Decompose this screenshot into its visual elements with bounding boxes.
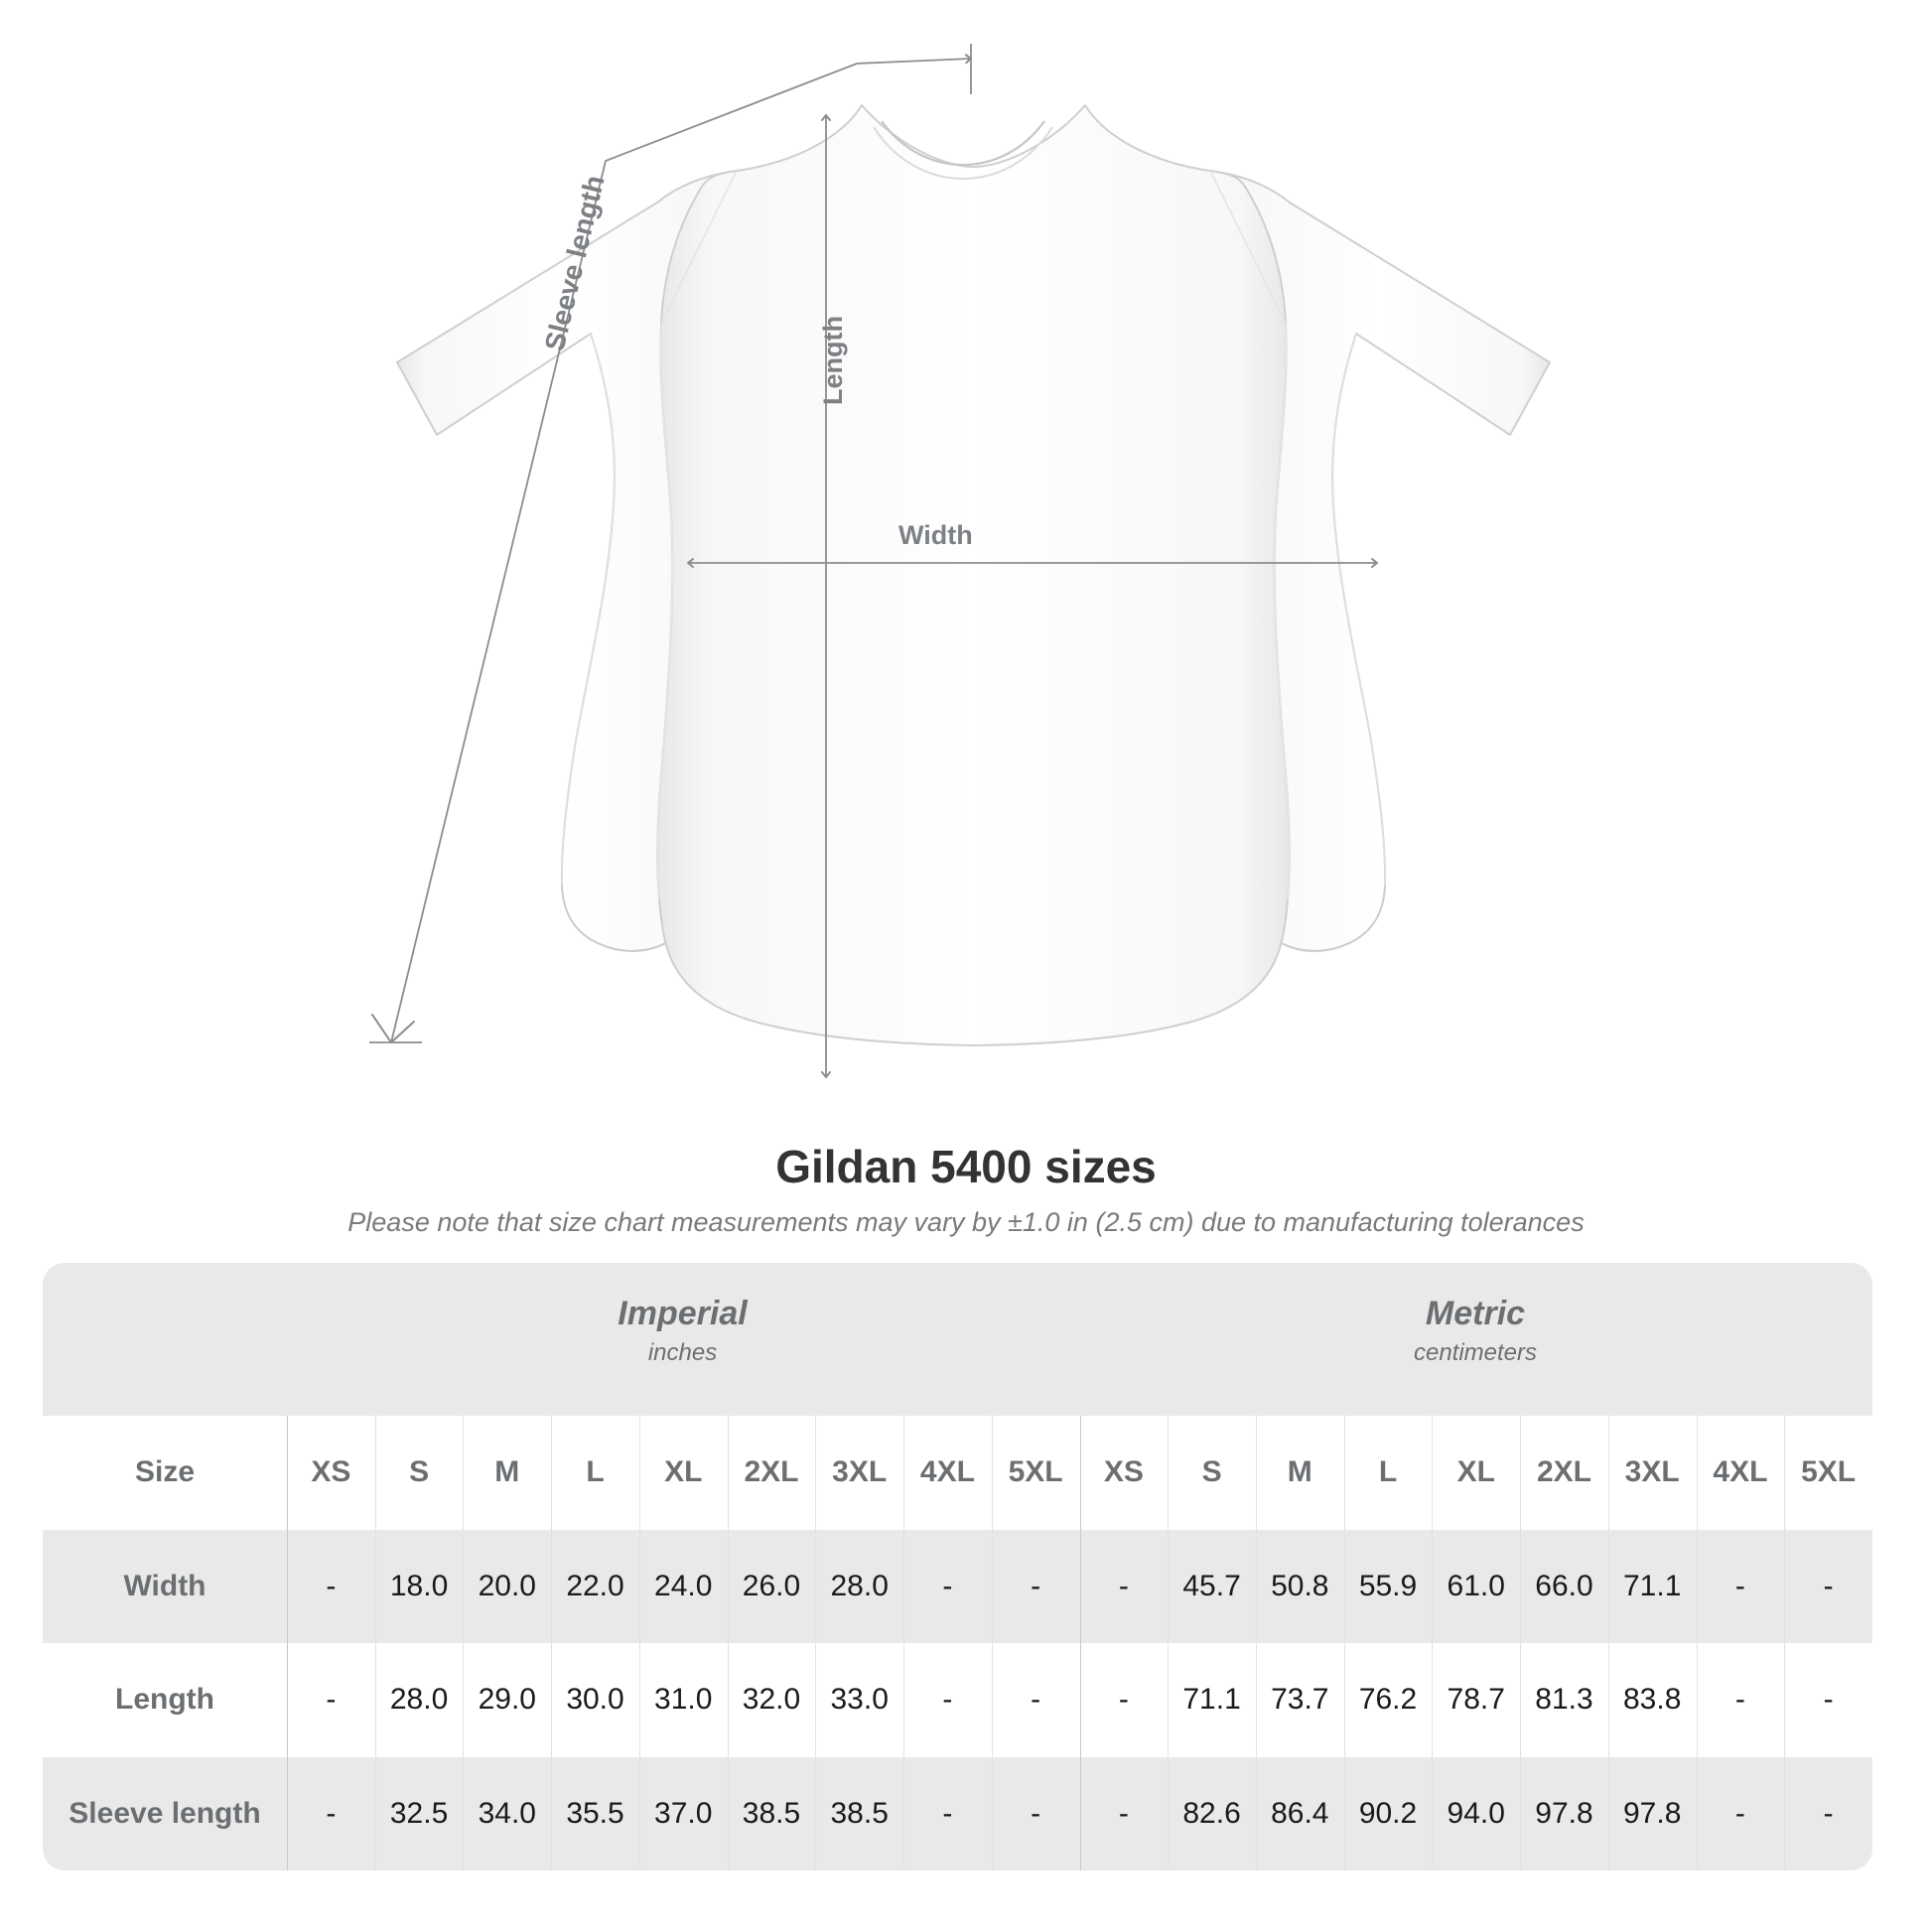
svg-text:Length: Length <box>818 316 848 405</box>
svg-text:Width: Width <box>898 520 973 550</box>
